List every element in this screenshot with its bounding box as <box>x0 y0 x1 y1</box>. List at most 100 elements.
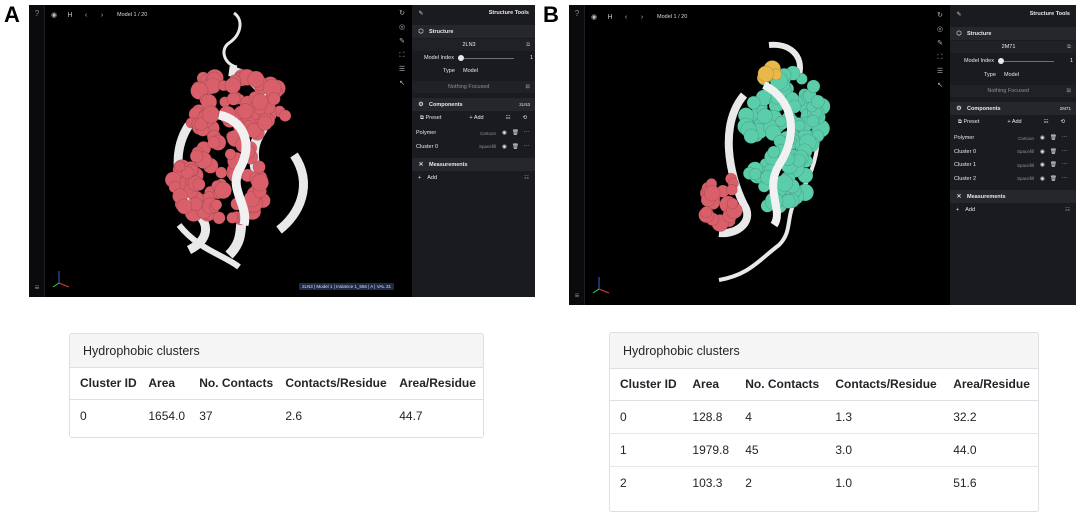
viewer-controls-b: ↻ ◎ ✎ ⛶ ☰ ↖ <box>933 5 947 305</box>
model-index-slider-handle[interactable] <box>998 58 1004 64</box>
first-model-button[interactable]: H <box>607 13 613 21</box>
structure-section-header[interactable]: ⬡ Structure <box>950 27 1076 40</box>
representation-label[interactable]: Cartoon <box>479 130 496 136</box>
delete-icon[interactable]: 🗑 <box>1049 135 1057 141</box>
visibility-icon[interactable]: ◉ <box>1040 175 1045 182</box>
component-row[interactable]: Polymer Cartoon ◉ 🗑 ⋯ <box>412 127 535 139</box>
sliders-icon[interactable]: ☷ <box>1065 207 1070 213</box>
structure-canvas-b[interactable] <box>569 5 951 305</box>
more-icon[interactable]: ⋯ <box>1061 135 1068 141</box>
visibility-icon[interactable]: ◉ <box>502 130 507 136</box>
visibility-icon[interactable]: ◉ <box>1040 135 1045 141</box>
representation-label[interactable]: Spacefill <box>1016 162 1034 168</box>
mol-viewer-b[interactable]: ? ≡ ◉ H ‹ › Model 1 / 20 ↻ ◎ ✎ ⛶ ☰ ↖ ✎ S… <box>569 5 1076 305</box>
component-name: Polymer <box>954 135 975 141</box>
cluster-0-spacefill <box>164 68 292 226</box>
sliders-icon[interactable]: ☰ <box>936 68 944 75</box>
snapshot-icon[interactable]: ◉ <box>50 12 58 19</box>
first-model-button[interactable]: H <box>67 11 73 19</box>
expand-icon[interactable]: ⛶ <box>937 54 943 61</box>
close-icon[interactable]: ⊠ <box>1066 88 1071 94</box>
delete-icon[interactable]: 🗑 <box>1049 175 1057 182</box>
pointer-icon[interactable]: ↖ <box>399 80 405 87</box>
more-icon[interactable]: ⋯ <box>523 143 530 150</box>
measurements-section-header[interactable]: ✕ Measurements <box>950 190 1076 203</box>
wrench-icon[interactable]: ✎ <box>937 40 943 47</box>
components-section-header[interactable]: ⚙ Components 2M71 <box>950 102 1076 115</box>
add-component-button[interactable]: + Add <box>1007 119 1022 125</box>
component-row[interactable]: Cluster 0 Spacefill ◉ 🗑 ⋯ <box>412 141 535 153</box>
history-icon[interactable]: ⟲ <box>1060 119 1066 125</box>
representation-label[interactable]: Spacefill <box>1016 176 1034 181</box>
representation-label[interactable]: Spacefill <box>1016 149 1034 154</box>
component-row[interactable]: Cluster 0 Spacefill ◉ 🗑 ⋯ <box>950 146 1076 158</box>
history-icon[interactable]: ⟲ <box>522 115 528 121</box>
atom-sphere <box>746 95 761 110</box>
sliders-icon[interactable]: ☷ <box>505 115 511 121</box>
preset-button[interactable]: ⧉ Preset <box>420 114 442 121</box>
close-icon[interactable]: ⊠ <box>525 84 530 90</box>
visibility-icon[interactable]: ◉ <box>502 143 507 150</box>
structure-section-header[interactable]: ⬡ Structure <box>412 25 535 38</box>
model-counter: Model 1 / 20 <box>657 14 688 20</box>
delete-icon[interactable]: 🗑 <box>1049 162 1057 168</box>
more-icon[interactable]: ⋯ <box>523 130 530 136</box>
sliders-icon[interactable]: ☰ <box>398 66 406 73</box>
structure-selector[interactable]: 2LN3 ⧉ <box>412 39 535 51</box>
table-cell: 32.2 <box>943 400 1038 434</box>
reset-camera-icon[interactable]: ↻ <box>937 12 943 19</box>
table-cell: 44.7 <box>399 408 423 423</box>
next-model-button[interactable]: › <box>100 11 104 19</box>
camera-icon[interactable]: ◎ <box>936 26 944 33</box>
camera-icon[interactable]: ◎ <box>398 24 406 31</box>
help-icon[interactable]: ? <box>574 9 580 18</box>
component-row[interactable]: Cluster 2 Spacefill ◉ 🗑 ⋯ <box>950 173 1076 185</box>
more-icon[interactable]: ⋯ <box>1061 175 1068 182</box>
measurements-section-header[interactable]: ✕ Measurements <box>412 158 535 171</box>
help-icon[interactable]: ? <box>34 9 40 18</box>
structure-selector[interactable]: 2M71 ⧉ <box>950 41 1076 53</box>
preset-button[interactable]: ⧉ Preset <box>958 118 980 125</box>
visibility-icon[interactable]: ◉ <box>1040 148 1045 155</box>
settings-icon[interactable]: ≡ <box>34 283 40 292</box>
table-cell: 2 <box>620 475 627 490</box>
table-cell: 44.0 <box>943 433 1038 467</box>
next-model-button[interactable]: › <box>640 13 644 21</box>
reset-camera-icon[interactable]: ↻ <box>399 10 405 17</box>
delete-icon[interactable]: 🗑 <box>511 143 519 150</box>
more-icon[interactable]: ⋯ <box>1061 162 1068 168</box>
wrench-icon[interactable]: ✎ <box>399 38 405 45</box>
delete-icon[interactable]: 🗑 <box>511 130 519 136</box>
representation-label[interactable]: Cartoon <box>1017 135 1034 141</box>
visibility-icon[interactable]: ◉ <box>1040 162 1045 168</box>
add-component-button[interactable]: + Add <box>469 115 484 121</box>
copy-icon[interactable]: ⧉ <box>1067 43 1071 50</box>
model-index-slider-handle[interactable] <box>458 55 464 61</box>
atom-sphere <box>810 94 825 109</box>
snapshot-icon[interactable]: ◉ <box>590 14 598 21</box>
sliders-icon[interactable]: ☷ <box>524 175 529 181</box>
type-select[interactable]: Model <box>463 68 478 74</box>
copy-icon[interactable]: ⧉ <box>526 41 530 48</box>
component-row[interactable]: Polymer Cartoon ◉ 🗑 ⋯ <box>950 132 1076 144</box>
structure-icon: ⬡ <box>956 31 962 37</box>
structure-canvas-a[interactable] <box>29 5 412 297</box>
model-index-slider[interactable] <box>464 57 514 59</box>
representation-label[interactable]: Spacefill <box>478 144 496 149</box>
mol-viewer-a[interactable]: ? ≡ ◉ H ‹ › Model 1 / 20 2LN3 | Model 1 … <box>29 5 535 297</box>
pointer-icon[interactable]: ↖ <box>937 82 943 89</box>
delete-icon[interactable]: 🗑 <box>1049 148 1057 155</box>
prev-model-button[interactable]: ‹ <box>624 13 628 21</box>
expand-icon[interactable]: ⛶ <box>399 52 405 59</box>
prev-model-button[interactable]: ‹ <box>84 11 88 19</box>
model-nav-b: ◉ H ‹ › Model 1 / 20 <box>589 11 687 23</box>
add-measurement-row[interactable]: + Add ☷ <box>956 207 1070 213</box>
sliders-icon[interactable]: ☷ <box>1043 119 1049 125</box>
component-row[interactable]: Cluster 1 Spacefill ◉ 🗑 ⋯ <box>950 159 1076 171</box>
more-icon[interactable]: ⋯ <box>1061 148 1068 155</box>
type-select[interactable]: Model <box>1004 72 1019 78</box>
settings-icon[interactable]: ≡ <box>574 291 580 300</box>
components-section-header[interactable]: ⚙ Components 2LN3 <box>412 98 535 111</box>
model-index-slider[interactable] <box>1004 60 1054 62</box>
add-measurement-row[interactable]: + Add ☷ <box>418 175 529 181</box>
